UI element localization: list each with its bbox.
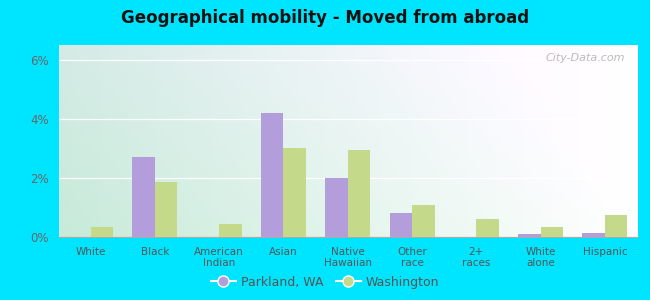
Bar [261,113,283,237]
Bar [133,157,155,237]
Bar [90,227,113,237]
Text: City-Data.com: City-Data.com [546,53,625,63]
Bar [155,182,177,237]
Legend: Parkland, WA, Washington: Parkland, WA, Washington [206,271,444,294]
Bar [389,213,412,237]
Bar [219,224,242,237]
Bar [582,232,605,237]
Bar [283,148,306,237]
Bar [348,150,370,237]
Bar [412,205,434,237]
Bar [325,178,348,237]
Text: Geographical mobility - Moved from abroad: Geographical mobility - Moved from abroa… [121,9,529,27]
Bar [518,234,541,237]
Bar [541,227,563,237]
Bar [476,219,499,237]
Bar [605,215,627,237]
